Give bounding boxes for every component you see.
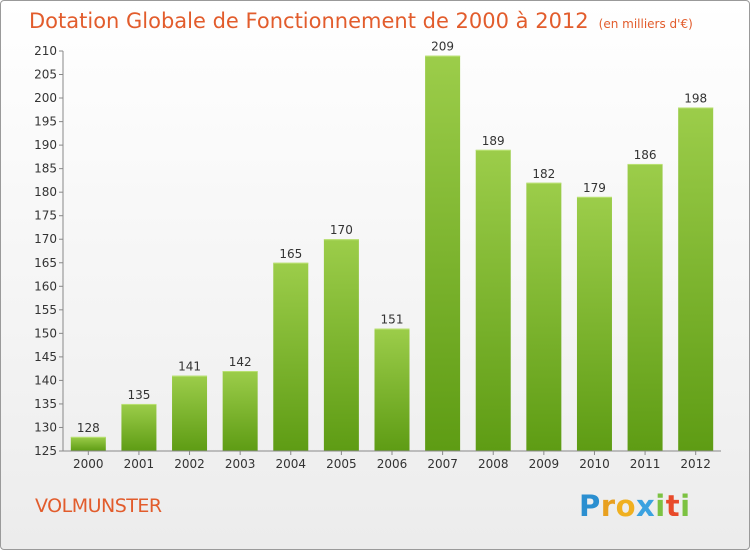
- x-tick-label: 2009: [529, 457, 560, 471]
- x-tick-label: 2011: [630, 457, 661, 471]
- x-tick-label: 2012: [680, 457, 711, 471]
- title-text: Dotation Globale de Fonctionnement de 20…: [29, 9, 589, 33]
- bar: [374, 328, 410, 451]
- y-tick-label: 160: [34, 279, 57, 293]
- bar: [70, 436, 106, 451]
- x-tick-label: 2002: [174, 457, 205, 471]
- y-tick-label: 125: [34, 444, 57, 458]
- y-tick-label: 200: [34, 91, 57, 105]
- y-tick-label: 170: [34, 232, 57, 246]
- bar: [576, 196, 612, 451]
- x-tick-label: 2007: [427, 457, 458, 471]
- bar: [121, 403, 157, 451]
- x-tick-label: 2008: [478, 457, 509, 471]
- x-tick-label: 2006: [377, 457, 408, 471]
- y-tick-label: 140: [34, 373, 57, 387]
- y-tick-label: 130: [34, 420, 57, 434]
- bar-value-label: 128: [77, 421, 100, 435]
- bar: [323, 239, 359, 451]
- bar-value-label: 198: [684, 91, 707, 105]
- bar: [172, 375, 208, 451]
- y-tick-label: 135: [34, 397, 57, 411]
- bar-value-label: 189: [482, 134, 505, 148]
- y-axis: 125 130 135 140 145 150 155 160 165 170 175 180 185 1…: [34, 44, 64, 458]
- y-tick-label: 155: [34, 303, 57, 317]
- bar-value-label: 182: [532, 167, 555, 181]
- commune-name: VOLMUNSTER: [35, 495, 162, 517]
- bar: [222, 371, 258, 451]
- y-tick-label: 190: [34, 138, 57, 152]
- bar: [627, 163, 663, 452]
- bar-value-label: 141: [178, 360, 201, 374]
- bar-value-label: 142: [229, 355, 252, 369]
- bar: [425, 55, 461, 452]
- y-tick-label: 185: [34, 162, 57, 176]
- bar-value-label: 165: [279, 247, 302, 261]
- bar: [526, 182, 562, 451]
- bar: [678, 107, 714, 452]
- proxiti-logo[interactable]: Proxiti: [579, 489, 691, 523]
- x-tick-label: 2005: [326, 457, 357, 471]
- chart-title: Dotation Globale de Fonctionnement de 20…: [29, 9, 693, 33]
- bar-value-label: 135: [127, 388, 150, 402]
- y-tick-label: 180: [34, 185, 57, 199]
- x-tick-label: 2003: [225, 457, 256, 471]
- bar-value-label: 186: [634, 148, 657, 162]
- x-tick-label: 2001: [124, 457, 155, 471]
- x-tick-label: 2010: [579, 457, 610, 471]
- y-tick-label: 205: [34, 68, 57, 82]
- y-tick-label: 150: [34, 326, 57, 340]
- bars-group: 128 135 141 142 165 170 151 209 189 182 179 186 198: [70, 40, 714, 452]
- x-axis: 2000 2001 2002 2003 2004 2005 2006 2007 2008 2009…: [63, 450, 721, 471]
- title-unit: (en milliers d'€): [598, 17, 693, 31]
- bar: [475, 149, 511, 451]
- y-tick-label: 195: [34, 115, 57, 129]
- bar-value-label: 151: [381, 313, 404, 327]
- bar-value-label: 209: [431, 40, 454, 54]
- x-tick-label: 2000: [73, 457, 104, 471]
- y-tick-label: 175: [34, 209, 57, 223]
- y-tick-label: 210: [34, 44, 57, 58]
- bar-value-label: 170: [330, 223, 353, 237]
- bar: [273, 262, 309, 451]
- y-tick-label: 165: [34, 256, 57, 270]
- x-tick-label: 2004: [275, 457, 306, 471]
- bar-value-label: 179: [583, 181, 606, 195]
- y-tick-label: 145: [34, 350, 57, 364]
